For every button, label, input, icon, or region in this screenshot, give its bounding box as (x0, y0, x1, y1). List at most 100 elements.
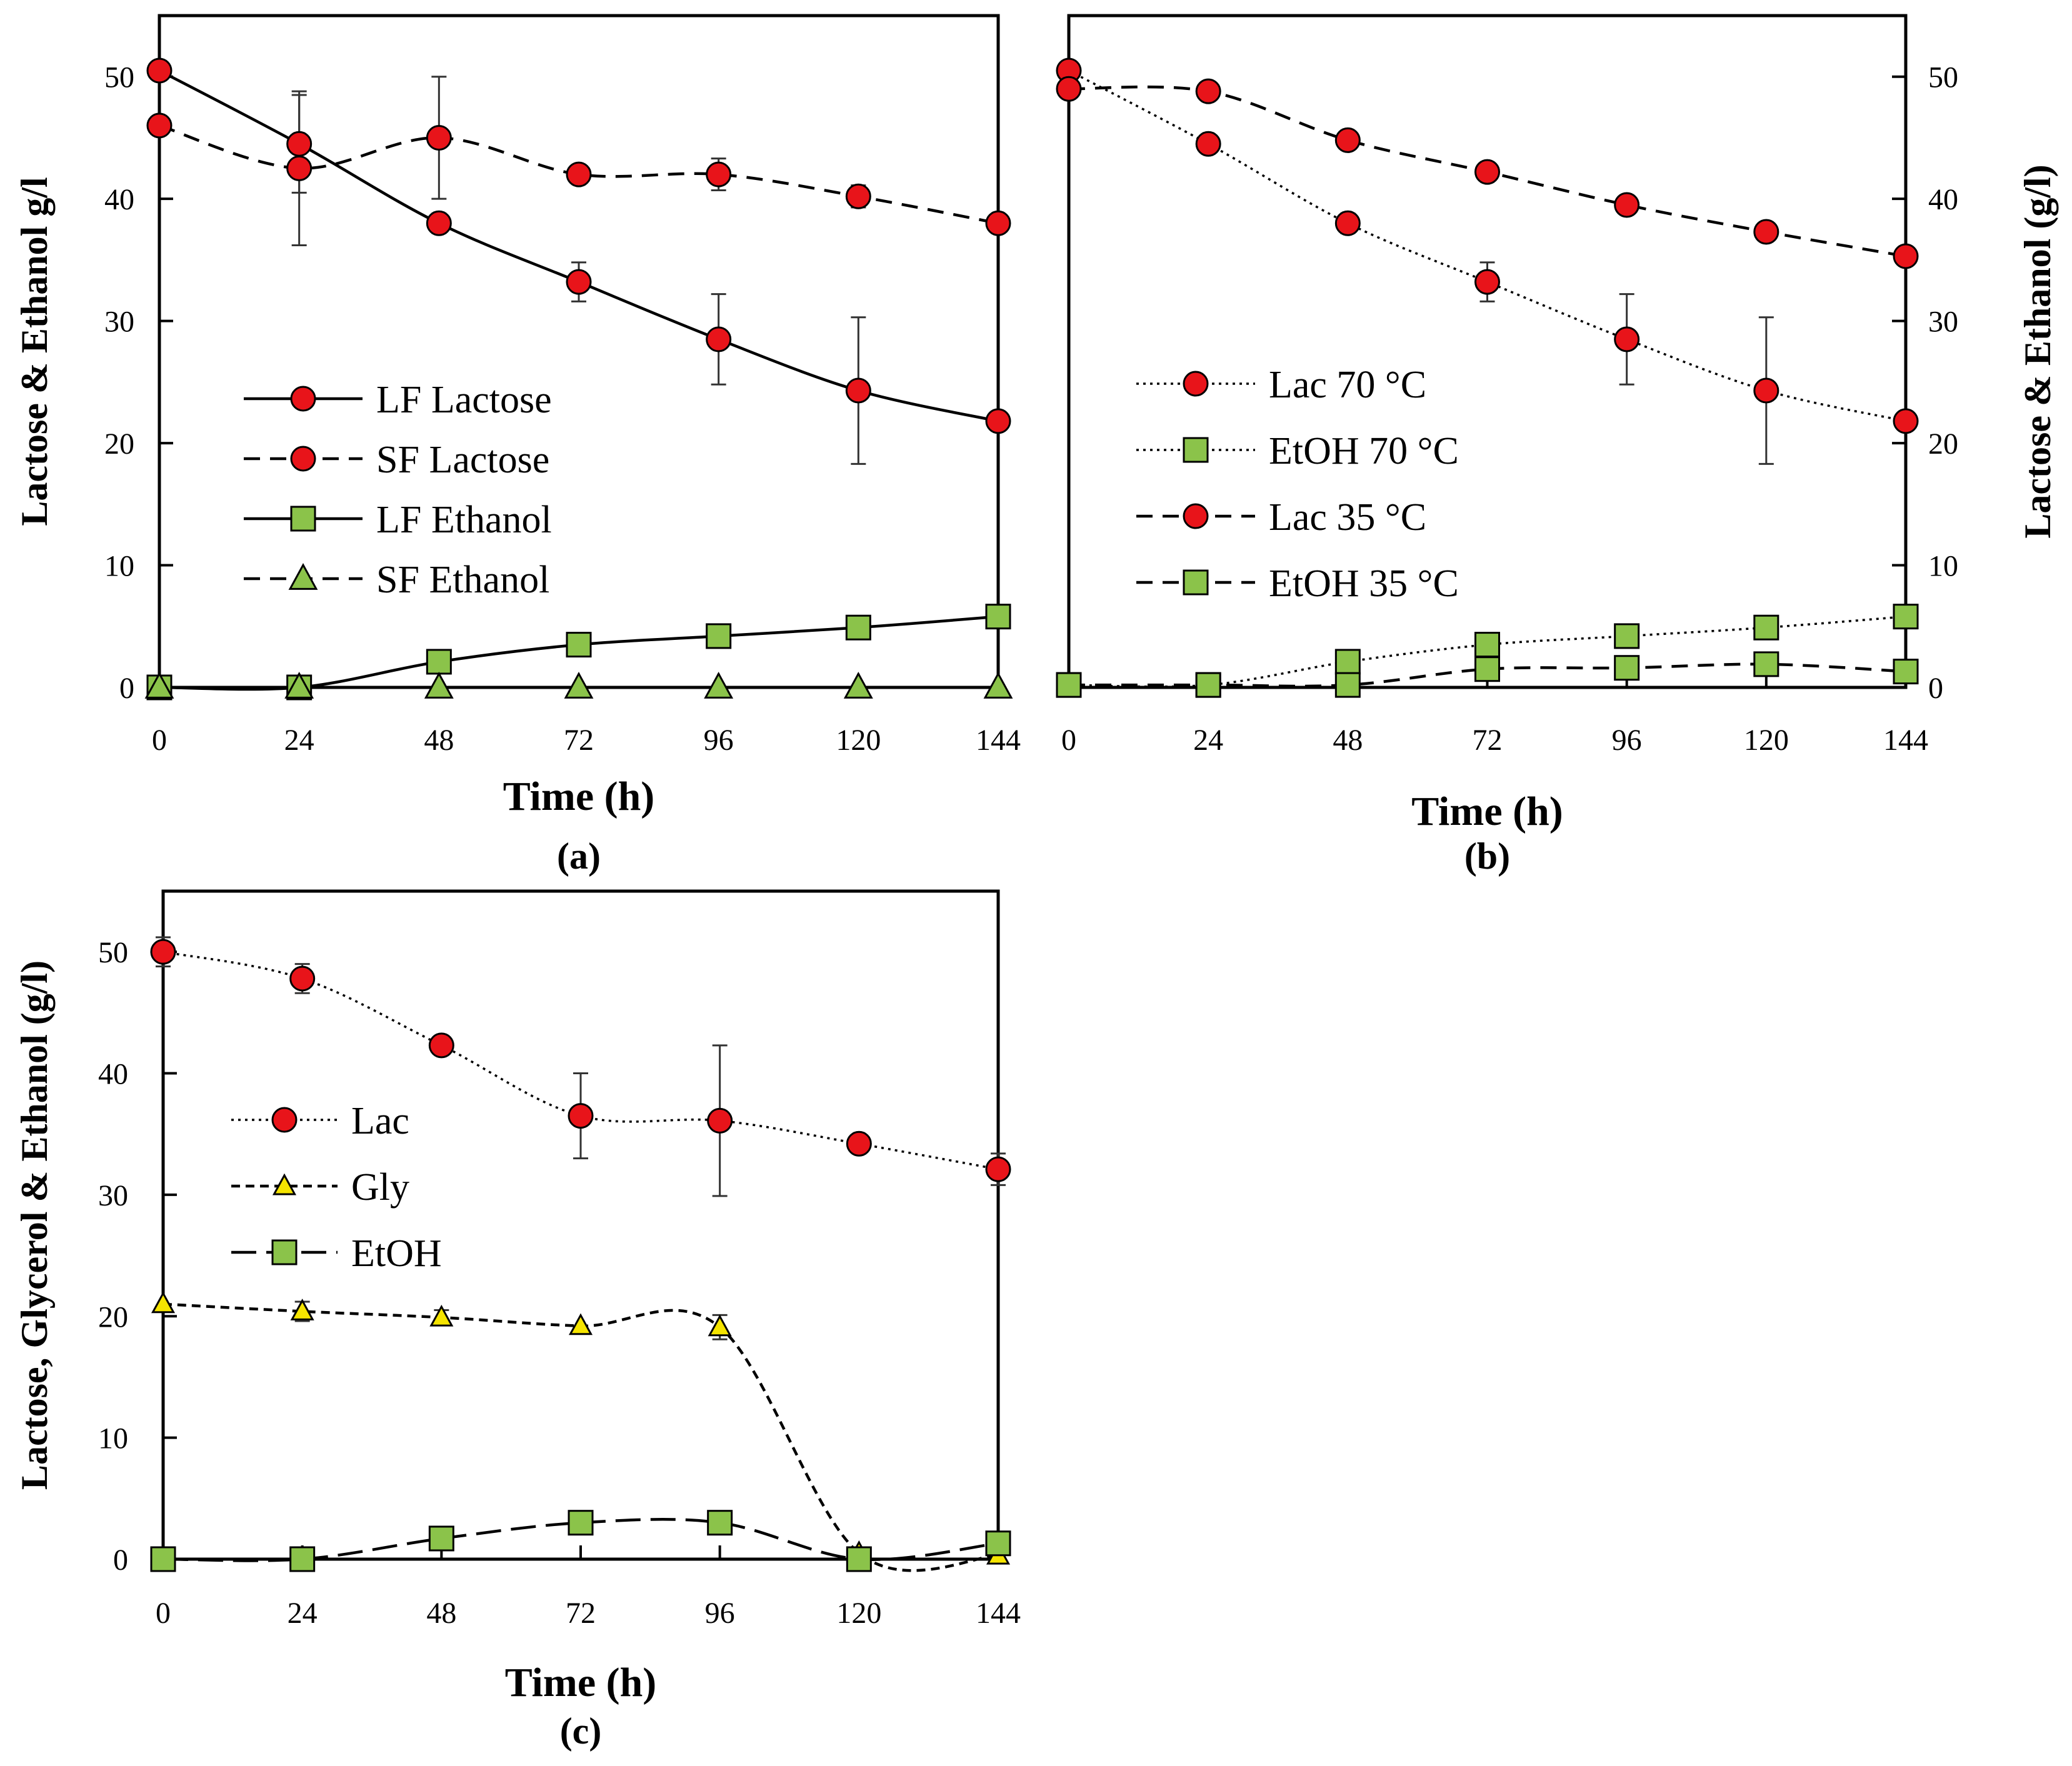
data-point-square (289, 1546, 316, 1572)
legend-marker-circle (1183, 503, 1209, 529)
legend-label: Lac 70 °C (1269, 364, 1426, 406)
legend: Lac 70 °C EtOH 70 °C Lac 35 °C EtOH 35 °C (1136, 364, 1459, 605)
y-tick-label: 20 (104, 427, 134, 461)
x-axis-label: Time (h) (1411, 789, 1563, 834)
data-point-circle (1056, 76, 1082, 102)
x-tick-label: 120 (836, 1597, 881, 1630)
y-tick-label: 20 (98, 1300, 128, 1334)
data-point-circle (1614, 326, 1640, 352)
data-point-square (845, 614, 871, 641)
y-axis-label: Lactose & Ethanol g/l (14, 177, 55, 526)
y-tick-label: 0 (119, 672, 134, 705)
data-point-circle (146, 112, 173, 139)
y-axis-label: Lactose & Ethanol (g/l) (2017, 164, 2058, 538)
y-tick-label: 30 (98, 1179, 128, 1212)
data-point-triangle (424, 672, 454, 699)
legend-marker-circle (290, 446, 316, 472)
data-point-square (1334, 672, 1361, 698)
data-point-circle (426, 210, 452, 236)
legend: LF Lactose SF Lactose LF Ethanol SF Ethanol (244, 379, 552, 601)
legend-label: Lac 35 °C (1269, 496, 1426, 539)
legend-label: EtOH 35 °C (1269, 562, 1459, 605)
legend-marker-circle (271, 1107, 298, 1133)
data-point-circle (1753, 219, 1779, 245)
data-point-circle (568, 1103, 594, 1129)
data-point-circle (1474, 269, 1500, 295)
data-point-square (1195, 672, 1221, 698)
x-tick-label: 72 (566, 1597, 596, 1630)
legend-label: EtOH (351, 1232, 442, 1275)
data-point-circle (985, 210, 1011, 236)
x-tick-label: 96 (704, 724, 734, 757)
data-point-triangle (290, 1299, 314, 1320)
data-point-circle (1893, 243, 1919, 269)
x-tick-label: 96 (705, 1597, 735, 1630)
data-point-circle (150, 939, 176, 965)
data-point-square (1893, 604, 1919, 630)
data-point-triangle (144, 672, 174, 699)
data-point-square (846, 1546, 872, 1572)
legend-marker-circle (290, 386, 316, 412)
data-point-circle (707, 1107, 733, 1134)
data-point-circle (706, 161, 732, 187)
data-point-circle (706, 326, 732, 352)
data-point-circle (1893, 408, 1919, 434)
legend-label: EtOH 70 °C (1269, 430, 1459, 472)
data-point-square (1474, 656, 1500, 682)
data-point-square (1614, 655, 1640, 681)
data-point-circle (428, 1032, 454, 1059)
chart-panel-0: 0 10 20 30 40 50 0 24 48 72 96 120 144 Time (h) Lactos… (14, 14, 1021, 877)
data-point-triangle (704, 672, 734, 699)
data-point-circle (289, 965, 316, 992)
data-point-circle (566, 161, 592, 187)
x-tick-label: 72 (1473, 724, 1503, 757)
data-point-square (985, 604, 1011, 630)
data-point-triangle (983, 672, 1013, 699)
x-tick-label: 24 (288, 1597, 318, 1630)
legend-label: Gly (351, 1166, 409, 1209)
data-point-circle (1195, 131, 1221, 157)
y-axis-label: Lactose, Glycerol & Ethanol (g/l) (14, 960, 55, 1490)
data-point-square (1753, 614, 1779, 641)
chart-panel-1: 0 10 20 30 40 50 0 24 48 72 96 120 144 Time (h) Lactos… (1056, 14, 2058, 877)
data-point-square (1893, 659, 1919, 685)
x-tick-label: 72 (564, 724, 594, 757)
x-tick-label: 0 (1061, 724, 1076, 757)
data-point-circle (1614, 192, 1640, 218)
data-point-triangle (151, 1291, 176, 1314)
y-tick-label: 50 (104, 61, 134, 94)
legend: Lac Gly EtOH (231, 1100, 442, 1275)
x-tick-label: 144 (976, 724, 1021, 757)
y-tick-label: 10 (104, 550, 134, 583)
legend-label: Lac (351, 1100, 409, 1142)
data-point-circle (1334, 210, 1361, 236)
data-point-circle (846, 1130, 872, 1157)
legend-marker-square (1183, 569, 1209, 596)
legend-marker-square (290, 506, 316, 532)
data-point-square (1753, 651, 1779, 677)
legend-marker-triangle (288, 563, 318, 590)
x-tick-label: 96 (1612, 724, 1642, 757)
legend-marker-circle (1183, 371, 1209, 397)
data-point-square (1056, 672, 1082, 698)
panel-caption: (c) (560, 1710, 602, 1752)
y-tick-label: 50 (1928, 61, 1958, 94)
data-point-circle (146, 57, 173, 84)
x-tick-label: 48 (1333, 724, 1363, 757)
legend-label: LF Ethanol (376, 499, 552, 541)
y-tick-label: 30 (104, 306, 134, 339)
data-point-circle (426, 124, 452, 151)
data-point-triangle (429, 1304, 454, 1327)
data-point-circle (1753, 377, 1779, 404)
data-point-circle (286, 131, 313, 157)
data-point-square (566, 632, 592, 658)
data-point-square (985, 1530, 1011, 1557)
data-point-circle (845, 183, 871, 209)
legend-label: SF Ethanol (376, 559, 549, 601)
x-tick-label: 120 (1744, 724, 1789, 757)
y-tick-label: 0 (113, 1544, 128, 1577)
x-tick-label: 144 (1883, 724, 1928, 757)
data-point-square (428, 1525, 454, 1552)
x-tick-label: 24 (1193, 724, 1223, 757)
